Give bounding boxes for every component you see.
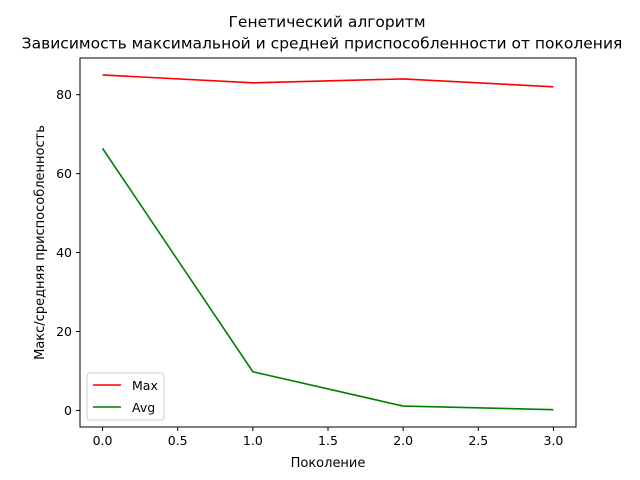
x-tick-label: 0.0 [93, 433, 113, 448]
y-tick-label: 60 [56, 166, 72, 181]
x-tick-label: 1.5 [318, 433, 338, 448]
y-axis-label: Макс/средняя приспособленность [33, 125, 48, 360]
legend-label-max: Max [132, 378, 158, 393]
plot-area-frame [79, 57, 577, 428]
series-layer [101, 74, 554, 411]
legend: Max Avg [86, 372, 165, 421]
chart-subtitle: Зависимость максимальной и средней присп… [22, 35, 623, 53]
legend-label-avg: Avg [132, 400, 155, 415]
series-line-max [102, 74, 554, 88]
series-line-avg [101, 147, 554, 411]
x-tick-label: 2.0 [393, 433, 413, 448]
x-axis-label: Поколение [291, 456, 366, 471]
chart-title: Генетический алгоритм [228, 13, 425, 31]
x-tick-label: 2.5 [468, 433, 488, 448]
y-tick-label: 0 [64, 403, 72, 418]
x-tick-label: 3.0 [544, 433, 564, 448]
x-tick-label: 1.0 [243, 433, 263, 448]
ticks-layer: 0.0 0.5 1.0 1.5 2.0 2.5 3.0 0 20 40 60 80 [56, 87, 563, 448]
y-tick-label: 80 [56, 87, 72, 102]
y-tick-label: 20 [56, 324, 72, 339]
x-tick-label: 0.5 [168, 433, 188, 448]
y-tick-label: 40 [56, 245, 72, 260]
